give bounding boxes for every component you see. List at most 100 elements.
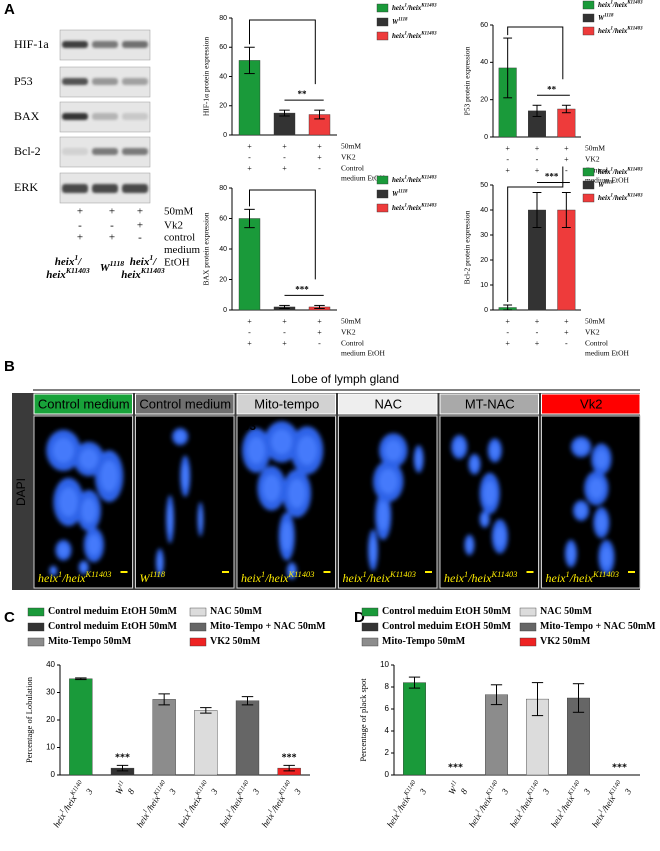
condition-mark: - xyxy=(78,220,82,232)
text-segment: K1140 xyxy=(608,779,624,798)
condition-mark: + xyxy=(109,206,115,218)
legend-label: W1118 xyxy=(392,190,408,198)
nucleus-core xyxy=(490,443,500,458)
legend-swatch xyxy=(376,203,389,213)
condition-label: VK2 xyxy=(585,328,600,337)
text-segment: /heix xyxy=(406,4,422,12)
condition-label: 50mM xyxy=(585,144,605,153)
text-segment: NAC 50mM xyxy=(540,606,592,617)
legend-label: VK2 50mM xyxy=(540,636,591,647)
text-segment: 1 xyxy=(261,570,265,579)
text-segment: 1 xyxy=(610,1,612,6)
error-bar xyxy=(532,104,542,117)
legend-label: W1118 xyxy=(598,181,614,189)
blot-band xyxy=(62,148,88,155)
condition-mark: - xyxy=(283,328,286,337)
dapi-image xyxy=(367,433,424,571)
text-segment: W xyxy=(100,262,111,274)
y-axis-label: Percentage of plack spot xyxy=(358,678,368,762)
bar xyxy=(403,682,426,776)
text-segment: K1140 xyxy=(526,779,542,798)
text-segment: K11403 xyxy=(288,570,315,579)
nucleus-core xyxy=(379,468,398,494)
category-line: heix1/heixK1140 xyxy=(259,779,296,830)
nucleus-core xyxy=(53,438,74,463)
condition-mark: + xyxy=(247,164,252,173)
legend-label: Mito-Tempo + NAC 50mM xyxy=(210,621,326,632)
condition-mark: - xyxy=(248,328,251,337)
panel-id: b2 xyxy=(141,419,155,433)
dapi-image xyxy=(242,421,324,580)
nucleus-core xyxy=(567,545,575,562)
text-segment: K1140 xyxy=(567,779,583,798)
condition-mark: + xyxy=(282,164,287,173)
panel-label: A xyxy=(4,1,15,18)
category-label: heix1/heixK1140 3 xyxy=(590,779,634,830)
error-bar xyxy=(531,682,544,717)
condition-label: Vk2 xyxy=(164,220,183,232)
y-tick-label: 0 xyxy=(385,770,390,779)
nucleus-core xyxy=(262,474,281,502)
text-segment: K11403 xyxy=(626,194,643,199)
text-segment: K1140 xyxy=(485,779,501,798)
text-segment: Control meduim EtOH 50mM xyxy=(382,606,512,617)
text-segment: /heix xyxy=(569,571,594,585)
text-segment: 11 xyxy=(117,779,126,788)
legend-swatch xyxy=(582,167,595,177)
panel-header: MT-NAC xyxy=(465,396,515,411)
legend-swatch xyxy=(189,622,207,632)
text-segment: 3 xyxy=(417,786,429,796)
text-segment: 1118 xyxy=(604,181,614,186)
panel-header: Vk2 xyxy=(580,396,602,411)
condition-mark: + xyxy=(77,232,83,244)
category-label: heix1/heixK1140 3 xyxy=(508,779,552,830)
y-tick-label: 40 xyxy=(46,660,55,669)
nucleus-core xyxy=(481,514,488,525)
nucleus-core xyxy=(369,537,377,563)
y-tick-label: 40 xyxy=(219,73,227,80)
error-bar xyxy=(244,46,255,75)
panel-genotype: heix1/heixK11403 xyxy=(343,570,416,585)
nucleus-core xyxy=(100,460,118,492)
genotype-label: heix1/ xyxy=(130,253,157,268)
condition-label: VK2 xyxy=(341,328,356,337)
condition-mark: + xyxy=(282,142,287,151)
y-tick-label: 30 xyxy=(480,232,488,239)
microscopy-title: Lobe of lymph gland xyxy=(291,372,399,386)
y-tick-label: 20 xyxy=(219,103,227,110)
text-segment: heix xyxy=(392,4,405,12)
nucleus-core xyxy=(589,477,604,499)
category-line: heix1/heixK1140 xyxy=(51,779,88,830)
legend-label: W1118 xyxy=(598,14,614,22)
text-segment: K11403 xyxy=(626,168,643,173)
text-segment: 1 xyxy=(225,808,233,814)
blot-band xyxy=(122,184,148,193)
text-segment: heix xyxy=(598,27,611,35)
text-segment: heix xyxy=(549,811,565,829)
nucleus-core xyxy=(175,431,186,442)
text-segment: 1 xyxy=(59,808,67,814)
panel-genotype: heix1/heixK11403 xyxy=(444,570,517,585)
category-label: heix1/heixK1140 3 xyxy=(135,779,179,830)
legend-swatch xyxy=(27,622,45,632)
genotype-label: heix1/ xyxy=(55,253,82,268)
condition-label: VK2 xyxy=(341,153,356,162)
protein-label: P53 xyxy=(14,74,33,88)
panel-header: Mito-tempo xyxy=(254,396,319,411)
text-segment: 3 xyxy=(622,786,634,796)
text-segment: 1 xyxy=(267,808,275,814)
legend-swatch xyxy=(361,622,379,632)
y-tick-label: 30 xyxy=(46,688,55,697)
y-axis-label: HIF-1α protein expression xyxy=(202,37,211,117)
text-segment: 3 xyxy=(83,786,95,796)
nucleus-core xyxy=(281,521,292,551)
panel-genotype: heix1/heixK11403 xyxy=(241,570,314,585)
condition-mark: - xyxy=(138,232,142,244)
condition-label: medium xyxy=(164,244,200,256)
legend-swatch xyxy=(376,17,389,27)
text-segment: 1 xyxy=(363,570,367,579)
legend-swatch xyxy=(582,0,595,10)
condition-mark: + xyxy=(109,232,115,244)
text-segment: heix xyxy=(260,811,276,829)
